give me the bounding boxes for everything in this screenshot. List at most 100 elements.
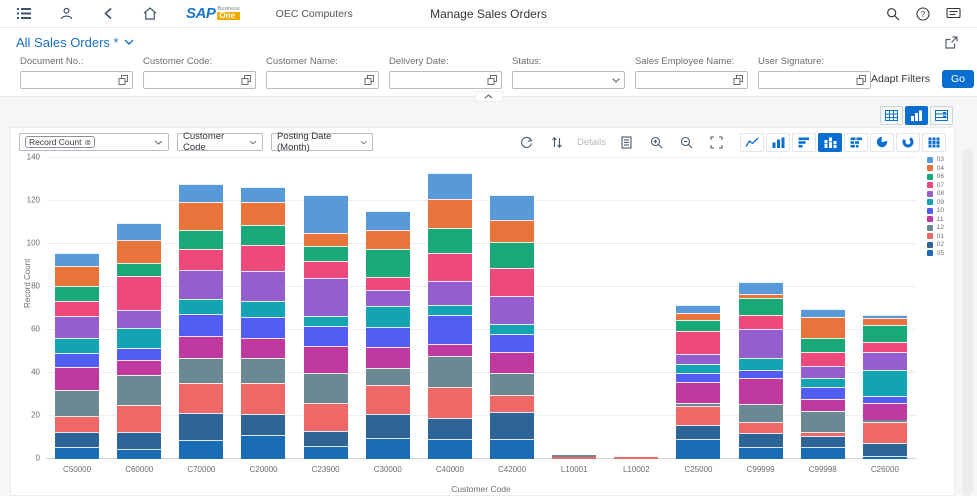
bar-segment-10[interactable] — [862, 395, 907, 404]
help-icon[interactable]: ? — [913, 4, 933, 24]
bar-segment-12[interactable] — [490, 373, 535, 395]
bar-segment-11[interactable] — [490, 351, 535, 374]
bar-segment-05[interactable] — [427, 438, 472, 459]
bar-segment-01[interactable] — [614, 456, 659, 459]
sales-employee-name-input[interactable] — [636, 72, 747, 88]
user-signature-input[interactable] — [759, 72, 870, 88]
user-icon[interactable] — [56, 4, 76, 24]
bar-segment-12[interactable] — [738, 404, 783, 423]
value-help-icon[interactable] — [487, 74, 498, 86]
legend-item-09[interactable]: 09 — [926, 199, 944, 206]
variant-selector[interactable]: All Sales Orders * — [16, 35, 134, 50]
search-icon[interactable] — [883, 4, 903, 24]
bar-segment-06[interactable] — [862, 324, 907, 342]
bar-segment-01[interactable] — [676, 406, 721, 425]
bar-segment-06[interactable] — [55, 285, 100, 302]
bar-segment-06[interactable] — [117, 263, 162, 277]
bar-segment-05[interactable] — [800, 447, 845, 459]
zoom-out-icon[interactable] — [676, 132, 696, 152]
bar-segment-01[interactable] — [241, 382, 286, 414]
bar-segment-09[interactable] — [862, 369, 907, 396]
measure-selector[interactable]: Record Count ⊗ — [19, 133, 169, 151]
bar-segment-03[interactable] — [862, 315, 907, 319]
bar-segment-09[interactable] — [241, 301, 286, 318]
collapse-filter-bar-button[interactable] — [474, 91, 503, 102]
bar-segment-08[interactable] — [241, 270, 286, 301]
bar-segment-11[interactable] — [179, 336, 224, 358]
bar-segment-03[interactable] — [117, 222, 162, 240]
adapt-filters-link[interactable]: Adapt Filters — [871, 73, 930, 85]
back-icon[interactable] — [98, 4, 118, 24]
delivery-date-input[interactable] — [390, 72, 501, 88]
legend-item-08[interactable]: 08 — [926, 190, 944, 197]
bar-segment-12[interactable] — [862, 420, 907, 423]
bar-segment-10[interactable] — [55, 352, 100, 367]
go-button[interactable]: Go — [941, 70, 974, 88]
bar-segment-05[interactable] — [117, 449, 162, 459]
bar-segment-03[interactable] — [365, 210, 410, 231]
bar-segment-12[interactable] — [800, 410, 845, 433]
bar-segment-03[interactable] — [676, 305, 721, 313]
bar-segment-09[interactable] — [490, 323, 535, 335]
bar-segment-08[interactable] — [365, 290, 410, 307]
details-button[interactable]: Details — [576, 136, 606, 148]
bar-segment-05[interactable] — [862, 455, 907, 459]
bar-segment-05[interactable] — [490, 438, 535, 459]
bar-segment-10[interactable] — [490, 334, 535, 352]
bar-segment-03[interactable] — [241, 187, 286, 203]
bar-segment-12[interactable] — [365, 367, 410, 385]
split-view-button[interactable] — [930, 106, 953, 125]
bar-segment-02[interactable] — [241, 413, 286, 436]
legend-toggle-icon[interactable] — [616, 132, 636, 152]
bar-segment-01[interactable] — [800, 432, 845, 437]
bar-segment-05[interactable] — [55, 447, 100, 459]
bar-segment-02[interactable] — [676, 424, 721, 439]
pie-chart-icon[interactable] — [870, 132, 894, 152]
bar-segment-06[interactable] — [427, 227, 472, 253]
menu-icon[interactable] — [14, 4, 34, 24]
bar-segment-03[interactable] — [427, 173, 472, 199]
bar-segment-01[interactable] — [365, 384, 410, 414]
bar-segment-11[interactable] — [862, 403, 907, 421]
bar-segment-11[interactable] — [738, 378, 783, 405]
bar-segment-10[interactable] — [241, 317, 286, 338]
export-icon[interactable] — [941, 32, 961, 52]
bar-segment-08[interactable] — [738, 328, 783, 358]
bar-segment-03[interactable] — [179, 183, 224, 203]
bar-segment-06[interactable] — [365, 249, 410, 278]
zoom-in-icon[interactable] — [646, 132, 666, 152]
bar-segment-01[interactable] — [55, 416, 100, 433]
bar-segment-09[interactable] — [800, 378, 845, 388]
bar-segment-02[interactable] — [117, 432, 162, 450]
bar-segment-02[interactable] — [427, 418, 472, 439]
customer-code-input[interactable] — [144, 72, 255, 88]
bar-segment-11[interactable] — [800, 398, 845, 411]
bar-segment-05[interactable] — [241, 435, 286, 459]
bar-segment-12[interactable] — [303, 373, 348, 404]
bar-segment-05[interactable] — [676, 438, 721, 459]
bar-segment-05[interactable] — [365, 437, 410, 459]
stacked-bar-chart-icon[interactable] — [844, 132, 868, 152]
bar-segment-12[interactable] — [427, 355, 472, 387]
bar-segment-02[interactable] — [365, 413, 410, 438]
fullscreen-icon[interactable] — [706, 132, 726, 152]
bar-segment-10[interactable] — [738, 369, 783, 379]
secondary-dimension-selector[interactable]: Posting Date (Month) — [271, 131, 373, 153]
bar-segment-07[interactable] — [55, 301, 100, 317]
bar-segment-07[interactable] — [738, 315, 783, 329]
value-help-icon[interactable] — [364, 74, 375, 86]
legend-item-04[interactable]: 04 — [926, 165, 944, 172]
legend-item-12[interactable]: 12 — [926, 224, 944, 231]
bar-segment-02[interactable] — [55, 432, 100, 448]
bar-segment-09[interactable] — [427, 305, 472, 315]
legend-item-10[interactable]: 10 — [926, 207, 944, 214]
bar-segment-01[interactable] — [179, 382, 224, 413]
bar-segment-03[interactable] — [738, 281, 783, 294]
bar-segment-02[interactable] — [179, 412, 224, 440]
sort-icon[interactable] — [547, 132, 567, 152]
value-help-icon[interactable] — [241, 74, 252, 86]
bar-segment-04[interactable] — [676, 312, 721, 321]
customer-name-input[interactable] — [267, 72, 378, 88]
bar-segment-09[interactable] — [303, 316, 348, 326]
bar-segment-08[interactable] — [490, 295, 535, 324]
